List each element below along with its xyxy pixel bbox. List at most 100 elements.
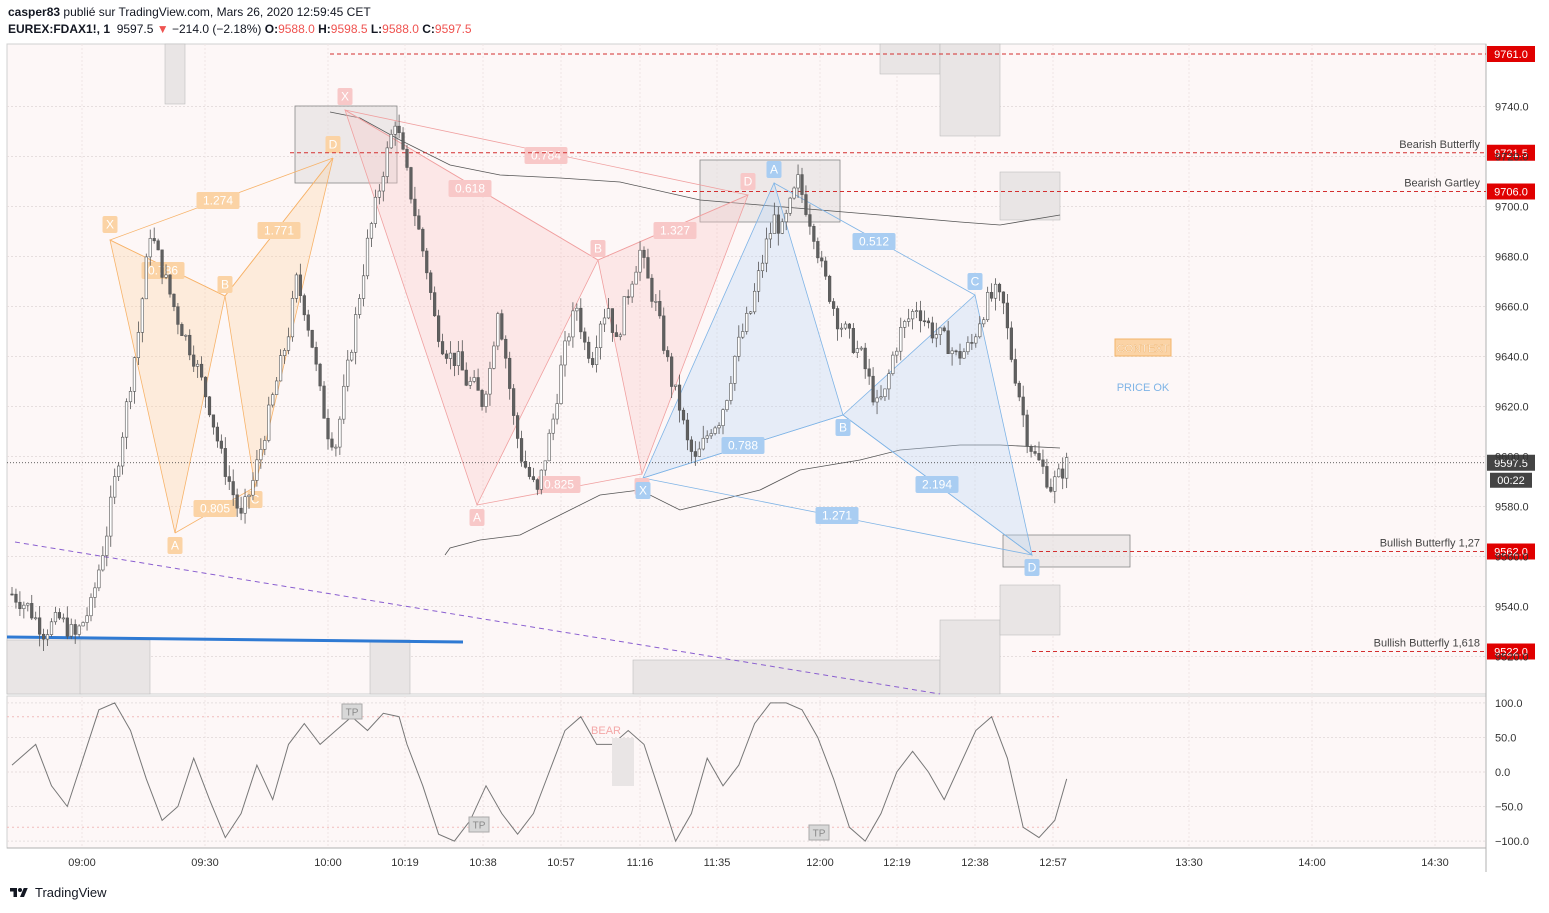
candle-body xyxy=(259,448,263,461)
candle-body xyxy=(1033,451,1037,454)
candle-body xyxy=(121,436,125,467)
osc-tick-label: 50.0 xyxy=(1495,732,1516,744)
level-text: Bearish Butterfly xyxy=(1399,139,1480,151)
candle-body xyxy=(571,310,575,338)
footer-brand[interactable]: TradingView xyxy=(8,885,107,900)
candle-body xyxy=(184,334,188,337)
candle-body xyxy=(239,507,243,514)
candle-body xyxy=(512,388,516,416)
pattern-point-label: D xyxy=(1028,561,1037,575)
author-name[interactable]: casper83 xyxy=(8,5,61,19)
range-box xyxy=(294,105,398,184)
candle-body xyxy=(851,328,855,353)
profile-zone xyxy=(79,639,151,695)
pattern-point-label: X xyxy=(639,484,647,498)
candle-body xyxy=(57,612,61,619)
pattern-point-label-bg xyxy=(835,419,851,436)
candle-body xyxy=(594,347,599,365)
candle-body xyxy=(681,409,686,421)
candle-body xyxy=(914,310,919,312)
candle-body xyxy=(1029,446,1033,452)
level-price-tag: 9562.0 xyxy=(1494,547,1528,559)
candle-body xyxy=(642,249,646,258)
axes: 9520.0 9540.0 9560.0 9580.0 9600.0 9620.0 9640… xyxy=(68,102,1529,870)
candle-body xyxy=(421,228,425,252)
candle-body xyxy=(49,621,54,635)
candle-body xyxy=(646,257,650,279)
candle-body xyxy=(128,391,133,403)
candle-body xyxy=(658,301,662,317)
ratio-label: 2.194 xyxy=(922,478,952,492)
publish-line: casper83 publié sur TradingView.com, Mar… xyxy=(8,5,371,19)
candle-body xyxy=(946,330,950,354)
candle-body xyxy=(18,601,22,609)
candle-body xyxy=(515,415,520,439)
candle-body xyxy=(188,334,192,356)
candle-body xyxy=(650,277,654,302)
vwap-line xyxy=(444,444,1061,556)
tp-badge: TP xyxy=(813,829,826,840)
candle-body xyxy=(484,393,488,407)
candle-body xyxy=(891,354,895,374)
candle-body xyxy=(875,397,879,403)
y-tick-label: 9720.0 xyxy=(1495,152,1529,164)
candle-body xyxy=(907,318,911,322)
candle-body xyxy=(575,307,579,312)
candle-body xyxy=(440,341,445,355)
candle-body xyxy=(271,394,275,406)
candle-body xyxy=(1013,359,1017,384)
close-value: 9597.5 xyxy=(434,22,472,36)
y-tick-label: 9740.0 xyxy=(1495,102,1529,114)
candle-body xyxy=(527,466,532,477)
candle-body xyxy=(958,351,962,359)
candle-body xyxy=(741,331,745,338)
candle-body xyxy=(634,271,638,285)
candle-body xyxy=(689,439,693,452)
candle-body xyxy=(468,381,472,386)
candle-body xyxy=(610,308,614,333)
pattern-point-label-bg xyxy=(967,273,983,290)
candle-body xyxy=(974,336,978,344)
candle-body xyxy=(804,194,808,215)
candle-body xyxy=(733,355,737,384)
candle-body xyxy=(338,418,342,448)
candle-body xyxy=(654,301,658,303)
candle-body xyxy=(551,418,555,434)
y-tick-label: 9520.0 xyxy=(1495,652,1529,664)
candle-body xyxy=(970,342,974,344)
pattern-point-label: X xyxy=(106,218,114,232)
symbol-label[interactable]: EUREX:FDAX1!, 1 xyxy=(8,22,111,36)
context-badge: CONTEXT xyxy=(1117,343,1170,355)
open-value: 9588.0 xyxy=(278,22,315,36)
high-label: H: xyxy=(318,22,331,36)
candle-body xyxy=(334,446,338,449)
level-lines: 9761.0 9721.5 Bearish Butterfly 9706.0 Beari… xyxy=(7,46,1535,660)
pattern-point-label: B xyxy=(839,421,847,435)
pattern-point-label-bg xyxy=(247,491,263,508)
vwap-line xyxy=(329,111,1061,226)
candles xyxy=(10,114,1069,652)
candle-body xyxy=(1049,486,1053,492)
candle-body xyxy=(152,238,156,242)
x-tick-label: 11:35 xyxy=(704,857,731,869)
y-tick-label: 9620.0 xyxy=(1495,402,1529,414)
level-price-tag-bg xyxy=(1487,643,1535,660)
candle-body xyxy=(638,249,642,273)
candle-body xyxy=(978,323,982,338)
bear-label: BEAR xyxy=(591,725,621,737)
candle-body xyxy=(705,435,709,439)
candle-body xyxy=(357,298,362,315)
candle-body xyxy=(425,250,429,274)
candle-body xyxy=(267,404,271,441)
countdown-bg xyxy=(1490,472,1532,488)
candle-body xyxy=(697,448,701,457)
candle-body xyxy=(192,354,196,367)
candle-body xyxy=(45,634,50,640)
profile-zone xyxy=(6,639,83,695)
candle-body xyxy=(97,569,101,589)
candle-body xyxy=(685,419,690,441)
level-price-tag: 9721.5 xyxy=(1494,148,1528,160)
candle-body xyxy=(989,291,994,299)
candle-body xyxy=(136,332,141,358)
